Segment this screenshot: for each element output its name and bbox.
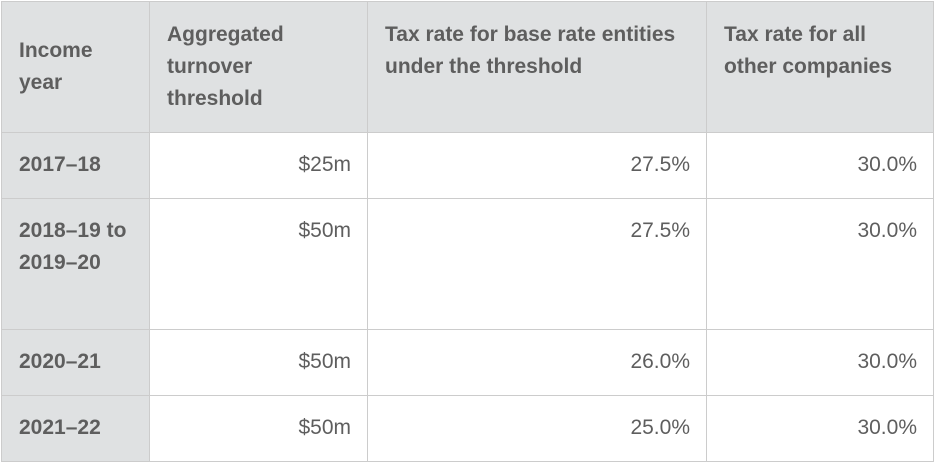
cell-other-rate: 30.0%: [706, 132, 934, 199]
cell-income-year: 2021–22: [1, 395, 150, 462]
cell-threshold: $50m: [149, 329, 368, 396]
header-other-rate: Tax rate for all other companies: [706, 1, 934, 133]
cell-income-year: 2020–21: [1, 329, 150, 396]
header-turnover-threshold: Aggregated turnover threshold: [149, 1, 368, 133]
cell-base-rate: 25.0%: [367, 395, 707, 462]
cell-other-rate: 30.0%: [706, 395, 934, 462]
cell-income-year: 2018–19 to 2019–20: [1, 198, 150, 330]
header-income-year: Income year: [1, 1, 150, 133]
cell-base-rate: 27.5%: [367, 132, 707, 199]
cell-base-rate: 27.5%: [367, 198, 707, 330]
cell-threshold: $50m: [149, 395, 368, 462]
table-row: 2018–19 to 2019–20 $50m 27.5% 30.0%: [1, 198, 934, 330]
table-row: 2017–18 $25m 27.5% 30.0%: [1, 132, 934, 199]
header-base-rate: Tax rate for base rate entities under th…: [367, 1, 707, 133]
header-row: Income year Aggregated turnover threshol…: [1, 1, 934, 133]
cell-income-year: 2017–18: [1, 132, 150, 199]
cell-threshold: $25m: [149, 132, 368, 199]
cell-threshold: $50m: [149, 198, 368, 330]
cell-other-rate: 30.0%: [706, 198, 934, 330]
table-row: 2020–21 $50m 26.0% 30.0%: [1, 329, 934, 396]
cell-other-rate: 30.0%: [706, 329, 934, 396]
table-row: 2021–22 $50m 25.0% 30.0%: [1, 395, 934, 462]
cell-base-rate: 26.0%: [367, 329, 707, 396]
